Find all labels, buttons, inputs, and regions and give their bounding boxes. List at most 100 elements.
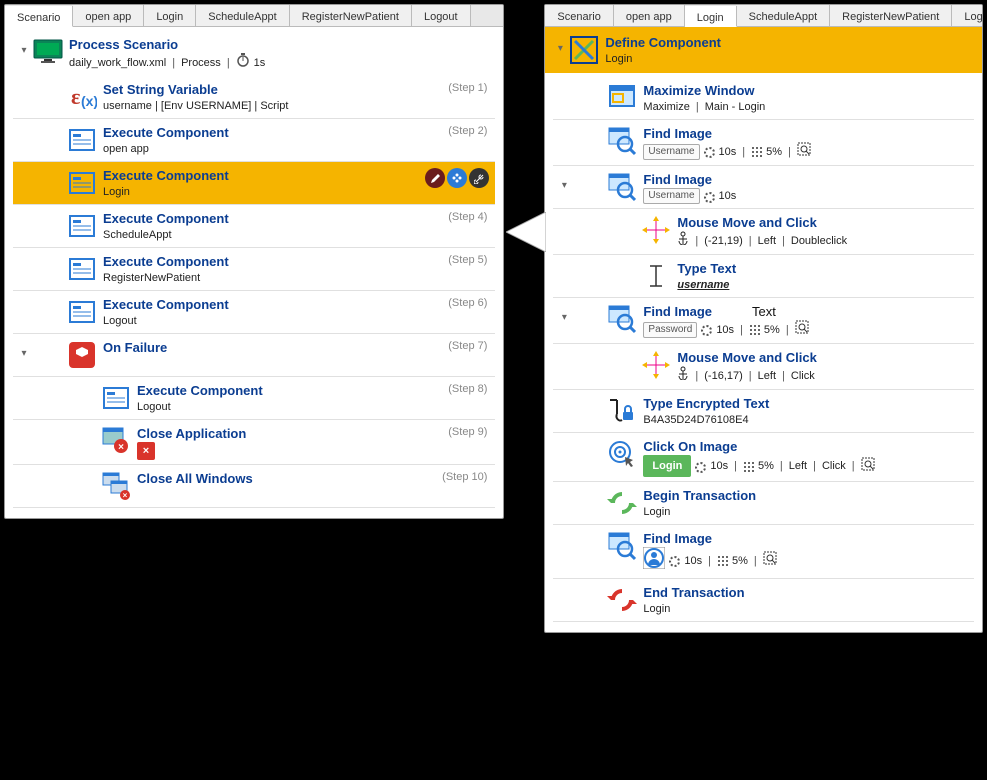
sub-text: 10s xyxy=(719,188,737,204)
expander-icon[interactable] xyxy=(557,213,571,223)
scenario-step[interactable]: Execute Componentopen app(Step 2) xyxy=(13,119,495,162)
sub-text: Left xyxy=(758,368,776,384)
exec-icon xyxy=(65,295,99,329)
scenario-step[interactable]: Execute ComponentRegisterNewPatient(Step… xyxy=(13,248,495,291)
tab-openapp[interactable]: open app xyxy=(73,5,144,26)
component-content: ▾ Define Component Login Maximize Window… xyxy=(545,27,982,632)
tab-openapp-r[interactable]: open app xyxy=(614,5,685,26)
expander-icon[interactable] xyxy=(17,209,31,219)
step-title: Type Encrypted Text xyxy=(643,394,970,412)
step-number: (Step 4) xyxy=(448,211,487,223)
process-scenario-header[interactable]: ▾ Process Scenario daily_work_flow.xml |… xyxy=(13,31,495,76)
expander-icon[interactable] xyxy=(17,424,31,434)
expander-icon[interactable] xyxy=(557,583,571,593)
sub-text: 5% xyxy=(758,458,774,474)
expander-icon[interactable]: ▾ xyxy=(17,35,31,56)
scenario-step[interactable]: Execute ComponentScheduleAppt(Step 4) xyxy=(13,205,495,248)
sub-text: Doubleclick xyxy=(791,233,847,249)
expander-icon[interactable]: ▾ xyxy=(557,170,571,191)
scenario-step[interactable]: ×Close All Windows(Step 10) xyxy=(13,465,495,508)
sub-text: 10s xyxy=(719,144,737,160)
define-component-header[interactable]: ▾ Define Component Login xyxy=(545,27,982,73)
tab-logout[interactable]: Logout xyxy=(412,5,471,26)
expander-icon[interactable]: ▾ xyxy=(17,338,31,359)
sub-text: Login xyxy=(643,504,670,520)
image-target-pill: Username xyxy=(643,144,699,160)
scenario-step[interactable]: Execute ComponentLogin xyxy=(13,162,495,205)
expander-icon[interactable] xyxy=(557,529,571,539)
step-sub: |(-21,19)|Left|Doubleclick xyxy=(677,231,970,250)
component-step[interactable]: End TransactionLogin xyxy=(553,579,974,622)
define-component-icon xyxy=(567,33,601,67)
var-icon: ε(x) xyxy=(65,80,99,114)
tab-registernewpatient[interactable]: RegisterNewPatient xyxy=(290,5,412,26)
component-step[interactable]: Find Image10s|5%| xyxy=(553,525,974,579)
tab-scenario[interactable]: Scenario xyxy=(5,6,73,27)
step-sub: Login xyxy=(643,601,970,617)
expander-icon[interactable] xyxy=(557,486,571,496)
process-scenario-sub: daily_work_flow.xml | Process | 1s xyxy=(69,53,491,72)
define-component-title: Define Component xyxy=(605,33,974,51)
expander-icon[interactable] xyxy=(17,252,31,262)
step-sub: 10s|5%| xyxy=(643,547,970,574)
tab-registernewpatient-r[interactable]: RegisterNewPatient xyxy=(830,5,952,26)
expander-icon[interactable] xyxy=(557,348,571,358)
scenario-step[interactable]: ▾On Failure(Step 7) xyxy=(13,334,495,377)
expander-icon[interactable] xyxy=(557,124,571,134)
component-step[interactable]: Maximize WindowMaximize|Main - Login xyxy=(553,77,974,120)
component-step[interactable]: Type Textusername xyxy=(553,255,974,298)
scenario-step[interactable]: Execute ComponentLogout(Step 6) xyxy=(13,291,495,334)
expander-icon[interactable] xyxy=(557,81,571,91)
step-number: (Step 7) xyxy=(448,340,487,352)
component-step[interactable]: Mouse Move and Click|(-21,19)|Left|Doubl… xyxy=(553,209,974,255)
add-step-button[interactable] xyxy=(447,168,467,188)
expander-icon[interactable] xyxy=(17,295,31,305)
expander-icon[interactable] xyxy=(557,394,571,404)
step-title: Close All Windows xyxy=(137,469,491,487)
tab-scheduleappt-r[interactable]: ScheduleAppt xyxy=(737,5,831,26)
step-title: Execute Component xyxy=(103,209,491,227)
step-number: (Step 2) xyxy=(448,125,487,137)
expander-icon[interactable] xyxy=(17,166,31,176)
expander-icon[interactable] xyxy=(557,259,571,269)
expander-icon[interactable] xyxy=(17,469,31,479)
tab-scenario-r[interactable]: Scenario xyxy=(545,5,613,26)
expander-icon[interactable] xyxy=(17,80,31,90)
component-step[interactable]: ▾Find ImageTextPassword10s|5%| xyxy=(553,298,974,344)
scenario-step[interactable]: ε(x)Set String Variableusername | [Env U… xyxy=(13,76,495,119)
scenario-step[interactable]: Execute ComponentLogout(Step 8) xyxy=(13,377,495,420)
tools-step-button[interactable] xyxy=(469,168,489,188)
expander-icon[interactable] xyxy=(17,123,31,133)
step-sub: × xyxy=(137,442,491,460)
closeall-icon: × xyxy=(99,469,133,503)
tab-logout-r[interactable]: Logout xyxy=(952,5,983,26)
scenario-step[interactable]: ×Close Application×(Step 9) xyxy=(13,420,495,465)
region-icon xyxy=(795,320,809,339)
component-step[interactable]: Find ImageUsername10s|5%| xyxy=(553,120,974,166)
sub-text: B4A35D24D76108E4 xyxy=(643,412,748,428)
step-number: (Step 1) xyxy=(448,82,487,94)
component-step[interactable]: Click On ImageLogin10s|5%|Left|Click| xyxy=(553,433,974,482)
step-sub: Logout xyxy=(103,313,491,329)
component-step[interactable]: ▾Find ImageUsername10s xyxy=(553,166,974,209)
component-step[interactable]: Begin TransactionLogin xyxy=(553,482,974,525)
tab-login[interactable]: Login xyxy=(144,5,196,26)
expander-icon[interactable] xyxy=(17,381,31,391)
cursor-icon xyxy=(639,259,673,293)
component-step[interactable]: Mouse Move and Click|(-16,17)|Left|Click xyxy=(553,344,974,390)
tab-scheduleappt[interactable]: ScheduleAppt xyxy=(196,5,290,26)
step-title: Find Image xyxy=(643,529,970,547)
tolerance-icon xyxy=(743,461,754,472)
wait-spinner-icon xyxy=(669,556,680,567)
step-action-icons xyxy=(425,168,489,188)
expander-icon[interactable] xyxy=(557,437,571,447)
expander-icon[interactable]: ▾ xyxy=(557,302,571,323)
step-title: Find ImageText xyxy=(643,302,970,320)
component-step[interactable]: Type Encrypted TextB4A35D24D76108E4 xyxy=(553,390,974,433)
step-number: (Step 6) xyxy=(448,297,487,309)
step-number: (Step 10) xyxy=(442,471,487,483)
expander-icon[interactable]: ▾ xyxy=(553,33,567,54)
step-title: Mouse Move and Click xyxy=(677,213,970,231)
edit-step-button[interactable] xyxy=(425,168,445,188)
tab-login-r[interactable]: Login xyxy=(685,6,737,27)
